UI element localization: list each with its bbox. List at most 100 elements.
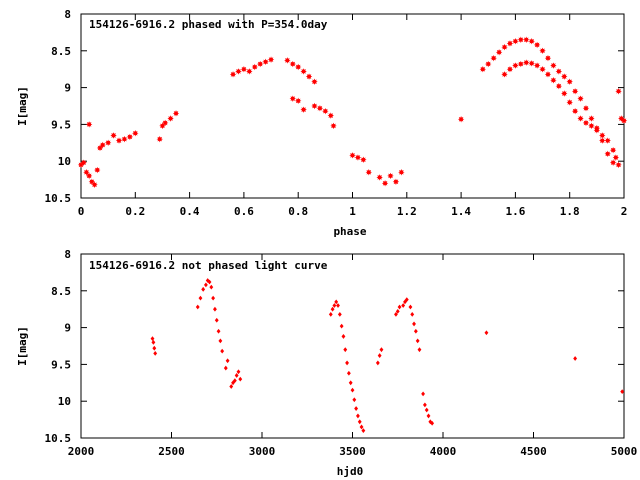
unphased-y-axis-label: I[mag] xyxy=(16,326,29,366)
phased-data-point xyxy=(85,172,93,180)
phased-data-point xyxy=(571,88,579,95)
unphased-data-point xyxy=(408,304,413,310)
unphased-data-point xyxy=(424,407,429,413)
unphased-data-point xyxy=(413,328,418,334)
phased-data-point xyxy=(544,54,552,62)
phased-data-point xyxy=(561,90,568,97)
unphased-data-point xyxy=(229,384,234,389)
phased-data-point xyxy=(381,180,389,187)
phased-x-tick-label: 1 xyxy=(349,205,356,218)
unphased-data-point xyxy=(220,348,225,354)
phased-y-tick-label: 10.5 xyxy=(45,192,72,205)
phased-x-tick-label: 1.6 xyxy=(505,205,525,218)
unphased-data-point xyxy=(395,309,400,314)
phased-data-point xyxy=(550,62,557,69)
unphased-data-point xyxy=(417,347,422,353)
unphased-data-point xyxy=(201,286,206,292)
phased-data-point xyxy=(330,122,337,130)
phased-data-point xyxy=(311,78,318,85)
unphased-data-point xyxy=(236,369,241,375)
phased-data-point xyxy=(311,102,318,110)
phased-y-tick-label: 9.5 xyxy=(51,118,71,131)
phased-data-point xyxy=(533,41,541,49)
unphased-data-point xyxy=(238,376,243,382)
phased-data-point xyxy=(533,62,541,69)
unphased-x-tick-label: 3000 xyxy=(249,445,276,458)
phased-x-tick-label: 0.8 xyxy=(288,205,308,218)
phased-data-point xyxy=(156,135,163,143)
phased-data-point xyxy=(121,135,128,143)
unphased-data-point xyxy=(421,391,426,397)
unphased-data-point xyxy=(404,297,409,303)
unphased-data-point xyxy=(430,420,435,426)
unphased-data-point xyxy=(330,306,335,312)
phased-data-point xyxy=(80,159,87,166)
unphased-data-point xyxy=(394,311,398,317)
unphased-data-point xyxy=(361,428,366,434)
phased-data-point xyxy=(267,56,275,63)
phased-data-point xyxy=(599,132,606,139)
phased-data-point xyxy=(295,97,302,105)
unphased-y-tick-label: 8 xyxy=(64,248,71,261)
phased-data-point xyxy=(612,154,620,161)
unphased-data-point xyxy=(195,304,200,310)
phased-x-axis-label: phase xyxy=(333,225,366,238)
phased-data-point xyxy=(295,63,302,71)
phased-data-point xyxy=(506,66,514,73)
phased-data-point xyxy=(615,161,622,169)
unphased-axis-ticks: 2000 2500 3000 3500 4000 4500 5000 8 8.5 9 9.5 10 10… xyxy=(45,248,638,458)
unphased-data-point xyxy=(334,299,339,305)
phased-x-tick-label: 0.2 xyxy=(125,205,145,218)
unphased-data-points xyxy=(150,278,625,434)
phased-data-point xyxy=(577,95,584,102)
phased-data-point xyxy=(99,141,106,149)
phased-x-tick-label: 0.4 xyxy=(180,205,200,218)
unphased-plot-title: 154126-6916.2 not phased light curve xyxy=(89,259,328,272)
phased-data-point xyxy=(599,137,606,144)
phased-data-point xyxy=(85,121,93,128)
phased-data-point xyxy=(582,119,590,127)
phased-data-point xyxy=(550,77,557,84)
phased-data-point xyxy=(588,122,595,130)
phased-x-tick-label: 1.8 xyxy=(560,205,580,218)
unphased-y-tick-label: 10 xyxy=(58,395,71,408)
phased-data-point xyxy=(289,60,296,68)
phased-data-point xyxy=(349,152,356,159)
unphased-data-point xyxy=(412,321,416,327)
unphased-data-point xyxy=(352,397,357,403)
unphased-data-point xyxy=(350,387,355,393)
phased-plot-title: 154126-6916.2 phased with P=354.0day xyxy=(89,18,328,31)
phased-data-point xyxy=(517,36,525,43)
unphased-data-point xyxy=(401,303,406,308)
unphased-data-point xyxy=(484,330,489,336)
phased-data-point xyxy=(235,68,242,75)
unphased-data-point xyxy=(356,413,360,419)
phased-y-tick-label: 9 xyxy=(64,82,71,95)
unphased-y-tick-label: 9 xyxy=(64,322,71,335)
unphased-data-point xyxy=(213,306,217,312)
unphased-data-point xyxy=(428,419,433,425)
phased-data-point xyxy=(126,133,134,141)
unphased-x-tick-label: 3500 xyxy=(339,445,366,458)
phased-data-point xyxy=(387,172,394,180)
unphased-plot-frame xyxy=(80,253,625,439)
phased-data-points xyxy=(77,36,628,188)
phased-y-tick-label: 8 xyxy=(64,8,71,21)
unphased-data-point xyxy=(151,339,156,345)
unphased-x-tick-label: 2500 xyxy=(158,445,185,458)
phased-data-point xyxy=(289,95,296,102)
phased-data-point xyxy=(485,60,492,68)
phased-data-point xyxy=(457,116,465,123)
unphased-data-point xyxy=(377,353,382,358)
unphased-data-point xyxy=(232,378,237,383)
unphased-data-point xyxy=(422,402,427,408)
phased-x-tick-label: 1.2 xyxy=(397,205,417,218)
phased-data-point xyxy=(256,60,264,68)
phased-data-point xyxy=(593,127,601,134)
unphased-data-point xyxy=(198,295,203,301)
unphased-data-point xyxy=(375,360,380,366)
phased-data-point xyxy=(555,68,563,75)
unphased-data-point xyxy=(216,328,221,334)
unphased-x-tick-label: 4500 xyxy=(520,445,547,458)
unphased-data-point xyxy=(573,356,578,361)
